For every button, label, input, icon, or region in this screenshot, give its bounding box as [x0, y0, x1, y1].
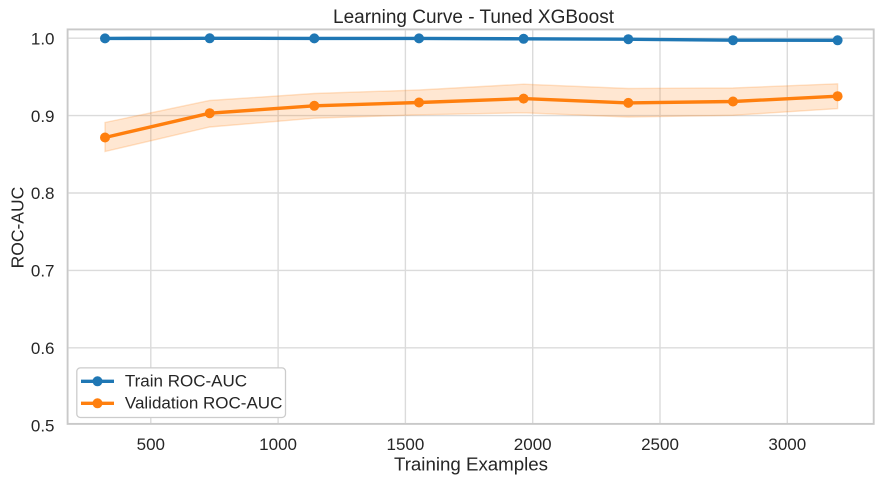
svg-text:0.7: 0.7: [31, 262, 55, 281]
svg-text:1.0: 1.0: [31, 29, 55, 48]
svg-text:0.9: 0.9: [31, 107, 55, 126]
svg-text:2000: 2000: [514, 435, 552, 454]
svg-text:Train ROC-AUC: Train ROC-AUC: [125, 372, 247, 391]
svg-text:0.5: 0.5: [31, 416, 55, 435]
svg-text:Training Examples: Training Examples: [394, 454, 548, 475]
svg-text:1500: 1500: [386, 435, 424, 454]
svg-text:Learning Curve - Tuned XGBoost: Learning Curve - Tuned XGBoost: [333, 7, 615, 28]
svg-text:Validation ROC-AUC: Validation ROC-AUC: [125, 394, 282, 413]
svg-text:1000: 1000: [259, 435, 297, 454]
svg-text:ROC-AUC: ROC-AUC: [8, 187, 28, 269]
svg-text:0.8: 0.8: [31, 184, 55, 203]
svg-text:0.6: 0.6: [31, 339, 55, 358]
svg-text:3000: 3000: [768, 435, 806, 454]
svg-text:500: 500: [137, 435, 165, 454]
svg-text:2500: 2500: [641, 435, 679, 454]
